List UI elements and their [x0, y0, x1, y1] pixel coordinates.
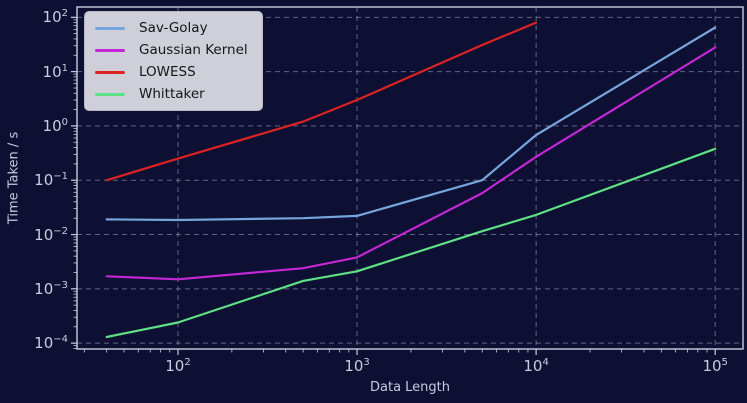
y-tick-label: 10−3 [34, 279, 68, 298]
legend-label: Whittaker [139, 86, 205, 102]
x-tick-label: 102 [165, 357, 191, 375]
series-line-whittaker [105, 147, 717, 339]
legend-item: LOWESS [95, 63, 248, 81]
legend-item: Gaussian Kernel [95, 41, 248, 59]
x-tick-label: 103 [344, 357, 370, 375]
legend-item: Whittaker [95, 85, 248, 103]
legend-swatch-gaussian-kernel [95, 48, 125, 52]
series-line-lowess [105, 21, 538, 182]
y-tick-label: 101 [42, 62, 68, 81]
x-tick-label: 104 [523, 357, 549, 375]
legend-label: Sav-Golay [139, 20, 208, 36]
legend-label: LOWESS [139, 64, 196, 80]
legend-swatch-whittaker [95, 92, 125, 96]
legend: Sav-Golay Gaussian Kernel LOWESS Whittaker [84, 11, 263, 111]
series-line-gaussian-kernel [105, 46, 717, 281]
legend-swatch-lowess [95, 70, 125, 74]
y-tick-label: 10−1 [34, 171, 68, 190]
x-tick-label: 105 [702, 357, 728, 375]
y-tick-label: 102 [42, 8, 68, 27]
legend-item: Sav-Golay [95, 19, 248, 37]
x-axis-title: Data Length [369, 380, 451, 395]
y-tick-label: 100 [42, 116, 68, 135]
y-tick-label: 10−2 [34, 225, 68, 244]
plot-border [76, 6, 744, 350]
legend-label: Gaussian Kernel [139, 42, 248, 58]
y-tick-label: 10−4 [34, 334, 68, 353]
series-line-sav-golay [105, 26, 717, 222]
y-axis-title: Time Taken / s [6, 131, 22, 225]
legend-swatch-sav-golay [95, 26, 125, 30]
